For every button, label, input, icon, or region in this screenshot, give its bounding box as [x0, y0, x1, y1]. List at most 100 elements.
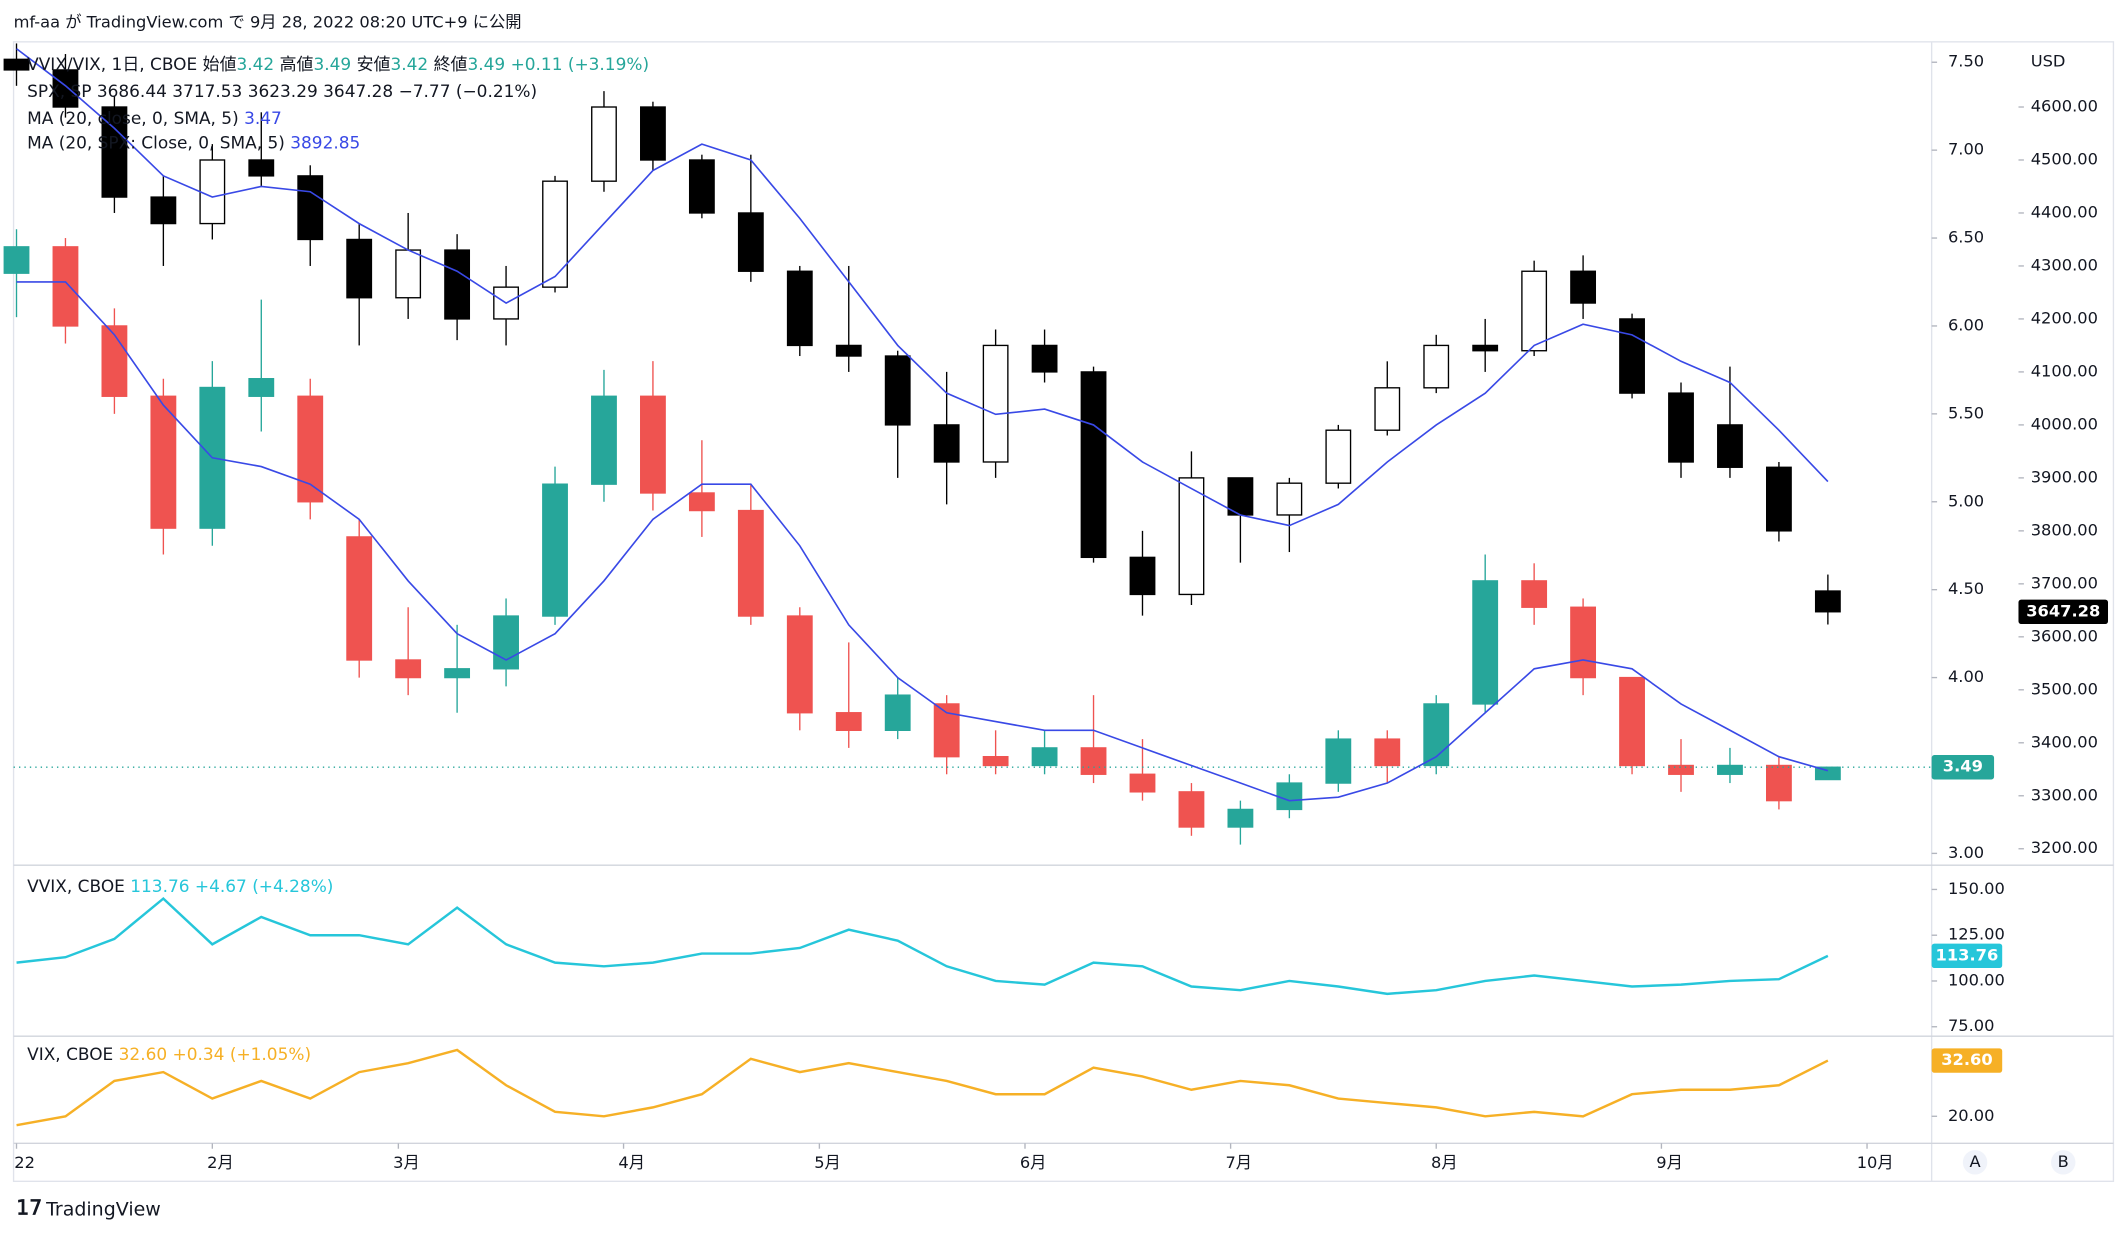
y2-tick-label: 4100.00	[2031, 361, 2098, 380]
y2-tick-label: 3400.00	[2031, 732, 2098, 751]
frame	[12, 41, 2115, 1182]
footer-logo: TradingView	[45, 1198, 161, 1220]
candle-body	[884, 694, 911, 731]
candle-body	[1374, 738, 1401, 767]
candle-body	[444, 249, 471, 320]
x-tick-label: 7月	[1225, 1153, 1252, 1172]
candle-body	[3, 246, 30, 274]
candle-body	[1668, 764, 1694, 775]
candle-body	[1668, 392, 1694, 463]
candle-body	[1227, 477, 1254, 516]
candle-body	[1276, 782, 1303, 811]
candle-body	[884, 355, 911, 426]
button[interactable]	[2051, 1150, 2076, 1175]
price-badge	[1931, 943, 2003, 968]
candle-body	[786, 270, 813, 347]
candle-body	[1521, 270, 1548, 352]
legend-row: VIX, CBOE 32.60 +0.34 (+1.05%)	[27, 1044, 311, 1064]
candle-body	[52, 246, 79, 327]
candle-body	[1472, 580, 1499, 705]
legend-row: VVIX, CBOE 113.76 +4.67 (+4.28%)	[27, 876, 333, 896]
legend-row: MA (20, close, 0, SMA, 5) 3.47	[27, 108, 282, 128]
legend-name: MA (20, close, 0, SMA, 5)	[27, 108, 239, 128]
candle-body	[1717, 764, 1743, 775]
candle-body	[1129, 773, 1156, 793]
y2-axis-label: USD	[2031, 52, 2066, 71]
candle-body	[1619, 676, 1645, 767]
legend-label: 高値	[280, 54, 314, 74]
x-tick-label: 3月	[393, 1153, 420, 1172]
legend-value: 113.76	[130, 876, 189, 896]
legend-label: 安値	[357, 54, 391, 74]
y2-tick-label: 3700.00	[2031, 573, 2098, 592]
legend-name: VIX, CBOE	[27, 1044, 113, 1064]
candle-body	[933, 424, 960, 463]
candle-body	[688, 492, 715, 512]
price-badge-label: 32.60	[1941, 1050, 1992, 1069]
header: mf-aa が TradingView.com で 9月 28, 2022 08…	[14, 12, 522, 31]
candle-body	[1521, 580, 1548, 608]
candle-body	[640, 106, 666, 161]
legend-row: MA (20, SPX: Close, 0, SMA, 5) 3892.85	[27, 133, 360, 153]
candle-body	[199, 159, 226, 225]
price-badge-label: 3647.28	[2026, 601, 2100, 620]
candle-body	[1276, 482, 1303, 516]
y-tick-label: 4.50	[1948, 579, 1984, 598]
candle-body	[1766, 466, 1792, 532]
candle-body	[1570, 606, 1597, 679]
y-tick-label: 75.00	[1948, 1016, 1995, 1035]
candle-body	[248, 378, 275, 397]
y-tick-label: 7.50	[1948, 52, 1984, 71]
candle-body	[444, 668, 471, 679]
logo-mark: 𝟣𝟩	[16, 1195, 42, 1219]
candle-body	[1814, 590, 1841, 613]
candle-body	[1814, 766, 1841, 781]
candle-body	[248, 159, 275, 177]
x-tick-label: 22	[14, 1153, 35, 1172]
candle-body	[101, 325, 128, 397]
legend-value: 3.47	[244, 108, 282, 128]
candle-body	[395, 659, 422, 679]
candle-body	[1472, 344, 1499, 352]
candle-body	[493, 286, 519, 320]
candle-body	[1717, 424, 1743, 468]
candle-body	[1325, 429, 1352, 484]
y-tick-label: 3.00	[1948, 843, 1984, 862]
y2-tick-label: 4000.00	[2031, 414, 2098, 433]
candle-body	[395, 249, 422, 299]
candle-body	[1423, 344, 1450, 389]
button-label[interactable]: A	[1970, 1152, 1981, 1171]
button[interactable]	[1962, 1150, 1988, 1175]
candle-body	[1129, 556, 1156, 596]
x-tick-label: 4月	[618, 1153, 645, 1172]
legend-row: SPX, SP 3686.44 3717.53 3623.29 3647.28 …	[27, 81, 537, 101]
candle-body	[101, 106, 128, 198]
candle-body	[150, 395, 177, 529]
button-label[interactable]: B	[2058, 1152, 2069, 1171]
candle-body	[982, 344, 1009, 463]
y2-tick-label: 3500.00	[2031, 679, 2098, 698]
candle-body	[297, 175, 324, 241]
candle-body	[1227, 808, 1254, 828]
price-badge	[1931, 1048, 2003, 1073]
series-line	[16, 1048, 1829, 1127]
x-tick-label: 6月	[1020, 1153, 1047, 1172]
y-tick-label: 150.00	[1948, 879, 2005, 898]
legend-value: 3.49	[313, 54, 351, 74]
legend-name: VVIX, CBOE	[27, 876, 125, 896]
candle-body	[1766, 764, 1792, 802]
x-tick-label: 10月	[1857, 1153, 1894, 1172]
y-tick-label: 100.00	[1948, 970, 2005, 989]
legend-value: 3.49	[467, 54, 505, 74]
legend-name: VVIX/VIX, 1日, CBOE	[27, 54, 197, 74]
candle-body	[591, 106, 617, 182]
legend-change: +4.67 (+4.28%)	[195, 876, 334, 896]
candle-body	[835, 344, 862, 357]
x-tick-label: 5月	[814, 1153, 841, 1172]
candle-body	[640, 395, 666, 494]
legend-value: 32.60	[119, 1044, 168, 1064]
plot: 7.50 7.00 6.50 6.00 5.50 5.00 4.50 4.00 3.00 4600…	[3, 43, 2109, 1172]
y-tick-label: 5.00	[1948, 491, 1984, 510]
candle-body	[542, 483, 568, 617]
